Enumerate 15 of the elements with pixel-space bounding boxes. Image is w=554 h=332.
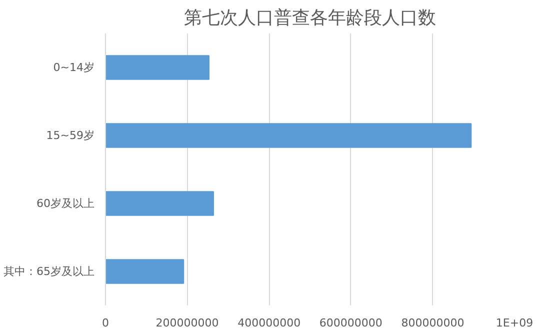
y-tick-label: 60岁及以上 — [36, 197, 95, 210]
x-tick-label: 0 — [102, 316, 109, 330]
x-tick-label: 1E+09 — [496, 316, 534, 330]
y-tick-label: 15~59岁 — [46, 129, 95, 142]
x-tick-label: 600000000 — [319, 316, 382, 330]
bar — [106, 259, 184, 284]
bar — [106, 55, 210, 80]
x-tick-label: 800000000 — [401, 316, 464, 330]
x-tick-label: 200000000 — [156, 316, 219, 330]
bar — [106, 123, 472, 148]
y-tick-label: 其中：65岁及以上 — [4, 265, 95, 278]
bar — [106, 191, 214, 216]
y-tick-label: 0~14岁 — [53, 61, 95, 74]
x-tick-label: 400000000 — [238, 316, 301, 330]
chart-title: 第七次人口普查各年龄段人口数 — [184, 8, 436, 28]
